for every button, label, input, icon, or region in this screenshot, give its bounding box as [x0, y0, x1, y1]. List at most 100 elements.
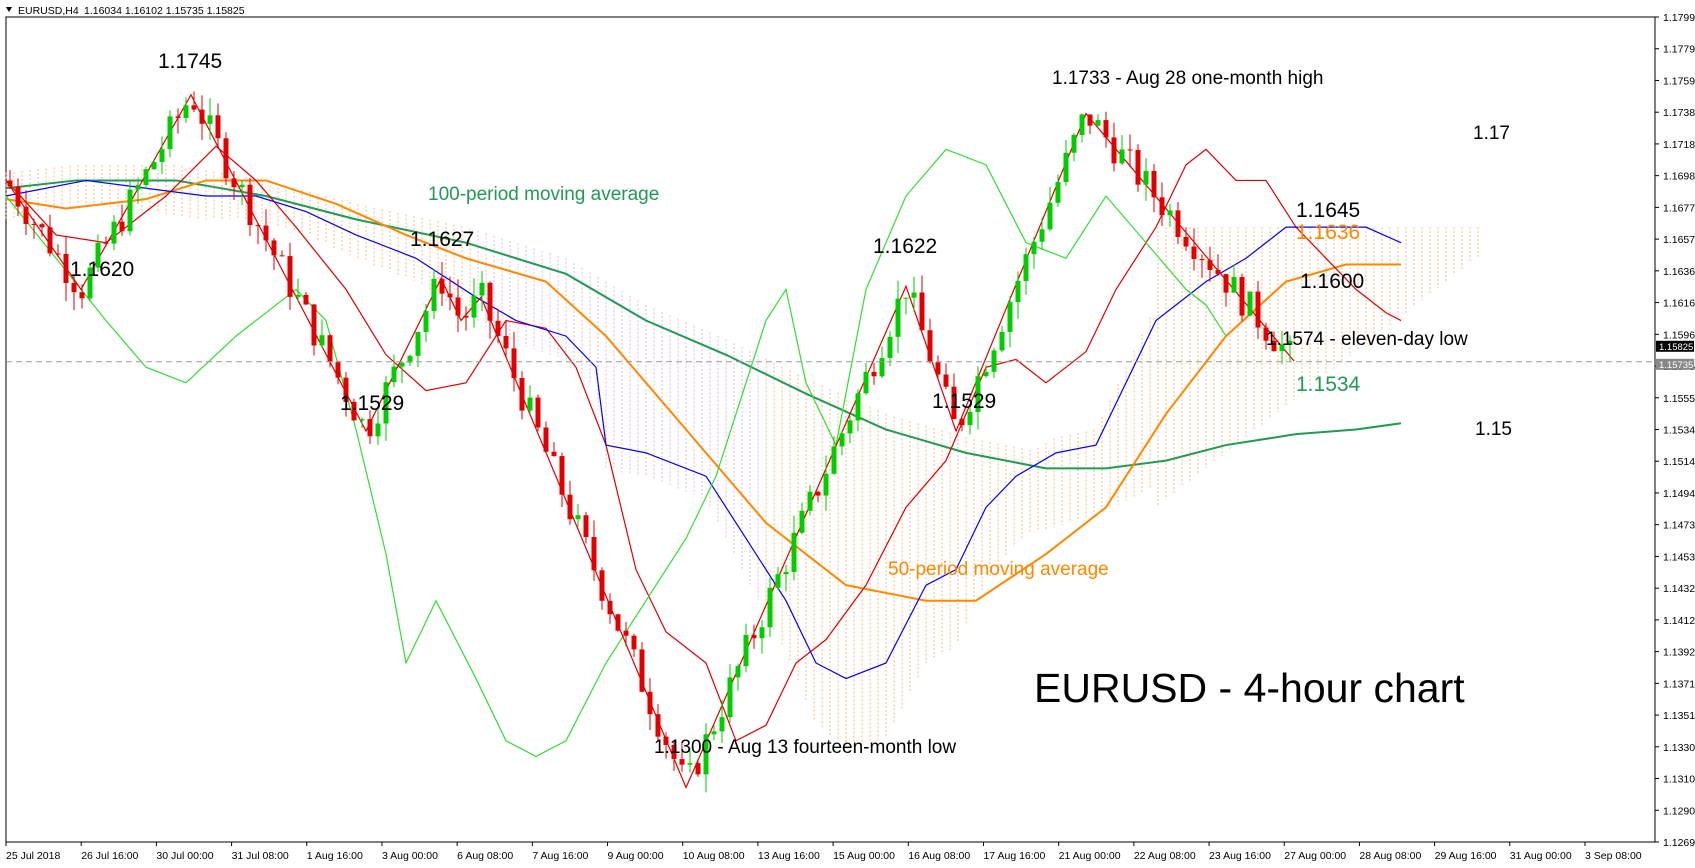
bear-candle: [511, 348, 517, 379]
bear-candle: [255, 225, 261, 227]
bull-candle: [783, 571, 789, 575]
annotation-swing-low: 1.1529: [340, 392, 404, 415]
annotation-level: 1.1600: [1300, 270, 1364, 293]
bull-candle: [991, 350, 997, 372]
price-tag: [1656, 340, 1694, 352]
bear-candle: [311, 304, 317, 346]
bear-candle: [231, 178, 237, 188]
annotation-swing-high: 1.1745: [158, 50, 222, 73]
bull-candle: [87, 267, 93, 299]
y-tick-label: 1.14735: [1663, 520, 1695, 532]
annotation-swing-high: 1.1622: [873, 235, 937, 258]
bull-candle: [399, 362, 405, 367]
bull-candle: [1279, 344, 1285, 352]
bear-candle: [647, 691, 653, 715]
bear-candle: [279, 255, 285, 257]
ohlc-readout: 1.16034 1.16102 1.15735 1.15825: [84, 5, 245, 17]
bull-candle: [767, 587, 773, 628]
y-tick-label: 1.16775: [1663, 202, 1695, 214]
x-tick-label: 26 Jul 16:00: [81, 850, 138, 862]
bull-candle: [471, 295, 477, 318]
bear-candle: [567, 494, 573, 520]
bull-candle: [111, 221, 117, 244]
bull-candle: [1007, 302, 1013, 332]
bear-candle: [1159, 197, 1165, 216]
bear-candle: [495, 320, 501, 336]
bull-candle: [375, 423, 381, 437]
bear-candle: [503, 335, 509, 349]
bear-candle: [271, 240, 277, 256]
y-tick-label: 1.13920: [1663, 647, 1695, 659]
annotation-round-level: 1.15: [1475, 419, 1512, 440]
bear-candle: [303, 294, 309, 305]
bear-candle: [79, 292, 85, 299]
annotation-swing-low: 1.1300 - Aug 13 fourteen-month low: [654, 737, 956, 758]
bear-candle: [927, 330, 933, 363]
bear-candle: [287, 256, 293, 297]
bear-candle: [1111, 137, 1117, 164]
bear-candle: [223, 138, 229, 179]
kijun-line: [5, 179, 1402, 680]
bear-candle: [63, 253, 69, 284]
bull-candle: [983, 371, 989, 377]
y-tick-label: 1.14325: [1663, 583, 1695, 595]
bear-candle: [671, 744, 677, 760]
x-tick-label: 15 Aug 00:00: [833, 850, 895, 862]
bear-candle: [455, 297, 461, 316]
bear-candle: [1215, 269, 1221, 275]
x-tick-label: 13 Aug 16:00: [758, 850, 820, 862]
bear-candle: [631, 635, 637, 650]
x-tick-label: 3 Aug 00:00: [382, 850, 438, 862]
y-tick-label: 1.13100: [1663, 774, 1695, 786]
bear-candle: [639, 649, 645, 692]
bull-candle: [999, 331, 1005, 351]
y-tick-label: 1.14125: [1663, 615, 1695, 627]
bull-candle: [1079, 114, 1085, 136]
bull-candle: [703, 734, 709, 775]
bear-candle: [1255, 291, 1261, 328]
bull-candle: [775, 574, 781, 588]
bear-candle: [199, 109, 205, 124]
bear-candle: [175, 116, 181, 118]
x-tick-label: 31 Aug 00:00: [1510, 850, 1572, 862]
bull-candle: [1039, 229, 1045, 242]
bear-candle: [351, 401, 357, 421]
x-tick-label: 9 Aug 00:00: [608, 850, 664, 862]
bull-candle: [975, 376, 981, 413]
bear-candle: [919, 292, 925, 331]
dropdown-triangle-icon[interactable]: [6, 7, 12, 12]
y-tick-label: 1.17180: [1663, 139, 1695, 151]
annotation-round-level: 1.17: [1473, 123, 1510, 144]
bull-candle: [727, 677, 733, 718]
bull-candle: [879, 357, 885, 377]
y-tick-label: 1.12900: [1663, 805, 1695, 817]
bear-candle: [103, 242, 109, 244]
x-tick-label: 1 Aug 16:00: [307, 850, 363, 862]
bull-candle: [847, 420, 853, 434]
bull-candle: [831, 446, 837, 474]
bear-candle: [1271, 340, 1277, 352]
y-tick-label: 1.15140: [1663, 456, 1695, 468]
bear-candle: [39, 224, 45, 228]
y-tick-label: 1.15960: [1663, 329, 1695, 341]
price-tag-label: 1.15735: [1659, 360, 1693, 371]
bear-candle: [31, 223, 37, 225]
x-tick-label: 30 Jul 00:00: [156, 850, 213, 862]
price-tag: [1656, 358, 1694, 370]
x-tick-label: 6 Aug 08:00: [457, 850, 513, 862]
bear-candle: [487, 282, 493, 321]
bear-candle: [447, 293, 453, 298]
x-tick-label: 21 Aug 00:00: [1059, 850, 1121, 862]
x-tick-label: 7 Aug 16:00: [532, 850, 588, 862]
bull-candle: [887, 336, 893, 358]
bear-candle: [7, 180, 13, 187]
bear-candle: [343, 377, 349, 402]
bull-candle: [759, 627, 765, 639]
ma50-line: [5, 179, 1401, 602]
bull-candle: [167, 116, 173, 150]
y-tick-label: 1.16365: [1663, 266, 1695, 278]
bull-candle: [383, 382, 389, 424]
